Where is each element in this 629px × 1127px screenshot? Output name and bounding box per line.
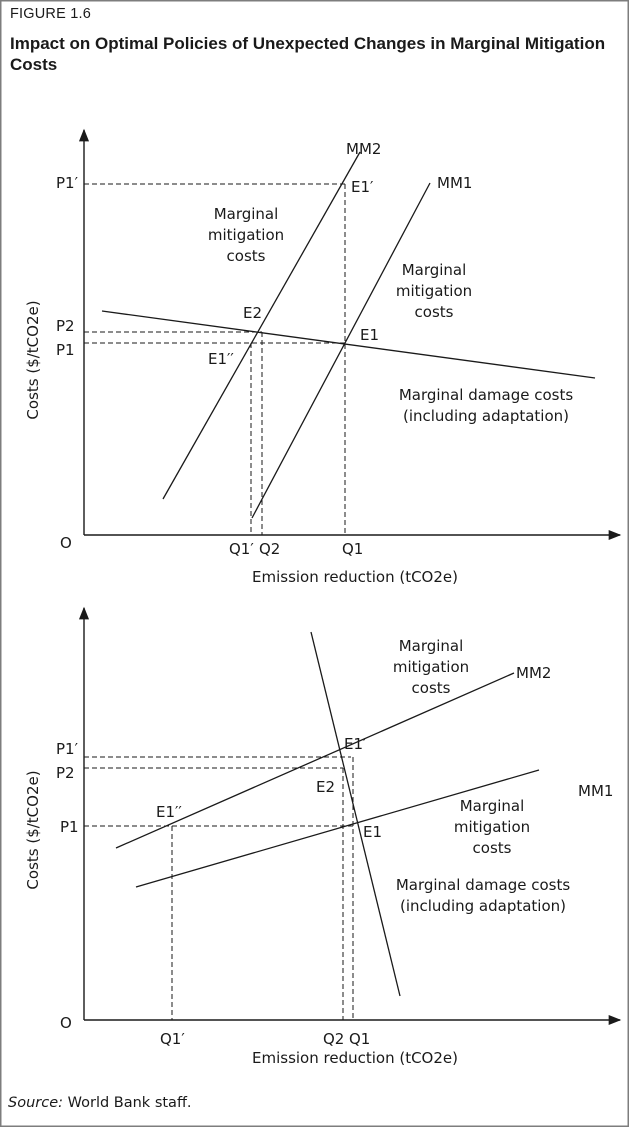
figure-label: FIGURE 1.6 bbox=[10, 6, 91, 22]
bottom-point-e1dprime: E1′′ bbox=[156, 803, 182, 821]
bottom-xtick-q1: Q1 bbox=[349, 1030, 370, 1048]
top-point-e2: E2 bbox=[243, 304, 262, 322]
top-mm2-caption-line3: costs bbox=[227, 247, 266, 265]
bottom-origin-label: O bbox=[60, 1014, 72, 1032]
top-damage-caption-line2: (including adaptation) bbox=[403, 407, 569, 425]
top-xtick-q1prime: Q1′ bbox=[229, 540, 254, 558]
bottom-mm1-caption-line3: costs bbox=[473, 839, 512, 857]
top-mm1-caption-line1: Marginal bbox=[402, 261, 467, 279]
bottom-ytick-p1prime: P1′ bbox=[56, 740, 79, 758]
bottom-point-e1: E1 bbox=[363, 823, 382, 841]
bottom-mm2-curve bbox=[115, 672, 515, 849]
bottom-curve-mm1-label: MM1 bbox=[578, 782, 613, 800]
top-mm1-caption-line2: mitigation bbox=[396, 282, 472, 300]
top-ytick-p2: P2 bbox=[56, 317, 75, 335]
figure-header: FIGURE 1.6 Impact on Optimal Policies of… bbox=[0, 0, 629, 122]
top-ytick-p1prime: P1′ bbox=[56, 174, 79, 192]
bottom-x-axis-title: Emission reduction (tCO2e) bbox=[252, 1049, 458, 1067]
top-xtick-q2: Q2 bbox=[259, 540, 280, 558]
top-point-e1prime: E1′ bbox=[351, 178, 374, 196]
bottom-curve-mm2-label: MM2 bbox=[516, 664, 551, 682]
bottom-damage-curve bbox=[310, 631, 401, 997]
bottom-xtick-q2: Q2 bbox=[323, 1030, 344, 1048]
bottom-damage-caption-line2: (including adaptation) bbox=[400, 897, 566, 915]
bottom-mm2-caption-line3: costs bbox=[412, 679, 451, 697]
bottom-point-e1prime: E1′ bbox=[344, 735, 367, 753]
bottom-damage-caption-line1: Marginal damage costs bbox=[396, 876, 571, 894]
bottom-point-e2: E2 bbox=[316, 778, 335, 796]
source-note: Source: World Bank staff. bbox=[8, 1095, 192, 1111]
top-curve-mm1-label: MM1 bbox=[437, 174, 472, 192]
top-mm2-caption-line2: mitigation bbox=[208, 226, 284, 244]
bottom-mm1-caption-line2: mitigation bbox=[454, 818, 530, 836]
bottom-panel: O P1′ P2 P1 Q1′ Q2 Q1 E1′ E2 E1 E1′′ MM2… bbox=[24, 606, 622, 1067]
bottom-mm1-curve bbox=[135, 769, 540, 888]
top-ytick-p1: P1 bbox=[56, 341, 75, 359]
top-damage-caption-line1: Marginal damage costs bbox=[399, 386, 574, 404]
bottom-y-axis-title: Costs ($/tCO2e) bbox=[24, 770, 42, 889]
bottom-ytick-p1: P1 bbox=[60, 818, 79, 836]
top-mm2-curve bbox=[162, 151, 361, 500]
top-point-e1dprime: E1′′ bbox=[208, 350, 234, 368]
bottom-ytick-p2: P2 bbox=[56, 764, 75, 782]
source-text: World Bank staff. bbox=[67, 1095, 192, 1111]
bottom-mm1-caption-line1: Marginal bbox=[460, 797, 525, 815]
top-mm1-curve bbox=[251, 182, 431, 519]
top-mm1-caption-line3: costs bbox=[415, 303, 454, 321]
top-mm2-caption-line1: Marginal bbox=[214, 205, 279, 223]
bottom-mm2-caption-line1: Marginal bbox=[399, 637, 464, 655]
top-x-axis-title: Emission reduction (tCO2e) bbox=[252, 568, 458, 586]
source-prefix: Source: bbox=[8, 1095, 64, 1111]
top-xtick-q1: Q1 bbox=[342, 540, 363, 558]
top-origin-label: O bbox=[60, 534, 72, 552]
bottom-xtick-q1prime: Q1′ bbox=[160, 1030, 185, 1048]
top-point-e1: E1 bbox=[360, 326, 379, 344]
figure-title: Impact on Optimal Policies of Unexpected… bbox=[10, 34, 606, 74]
bottom-mm2-caption-line2: mitigation bbox=[393, 658, 469, 676]
top-curve-mm2-label: MM2 bbox=[346, 140, 381, 158]
top-y-axis-title: Costs ($/tCO2e) bbox=[24, 300, 42, 419]
top-panel: O P1′ P2 P1 Q1′ Q2 Q1 E1′ E2 E1 E1′′ MM2… bbox=[24, 128, 622, 586]
top-damage-curve bbox=[101, 310, 596, 379]
